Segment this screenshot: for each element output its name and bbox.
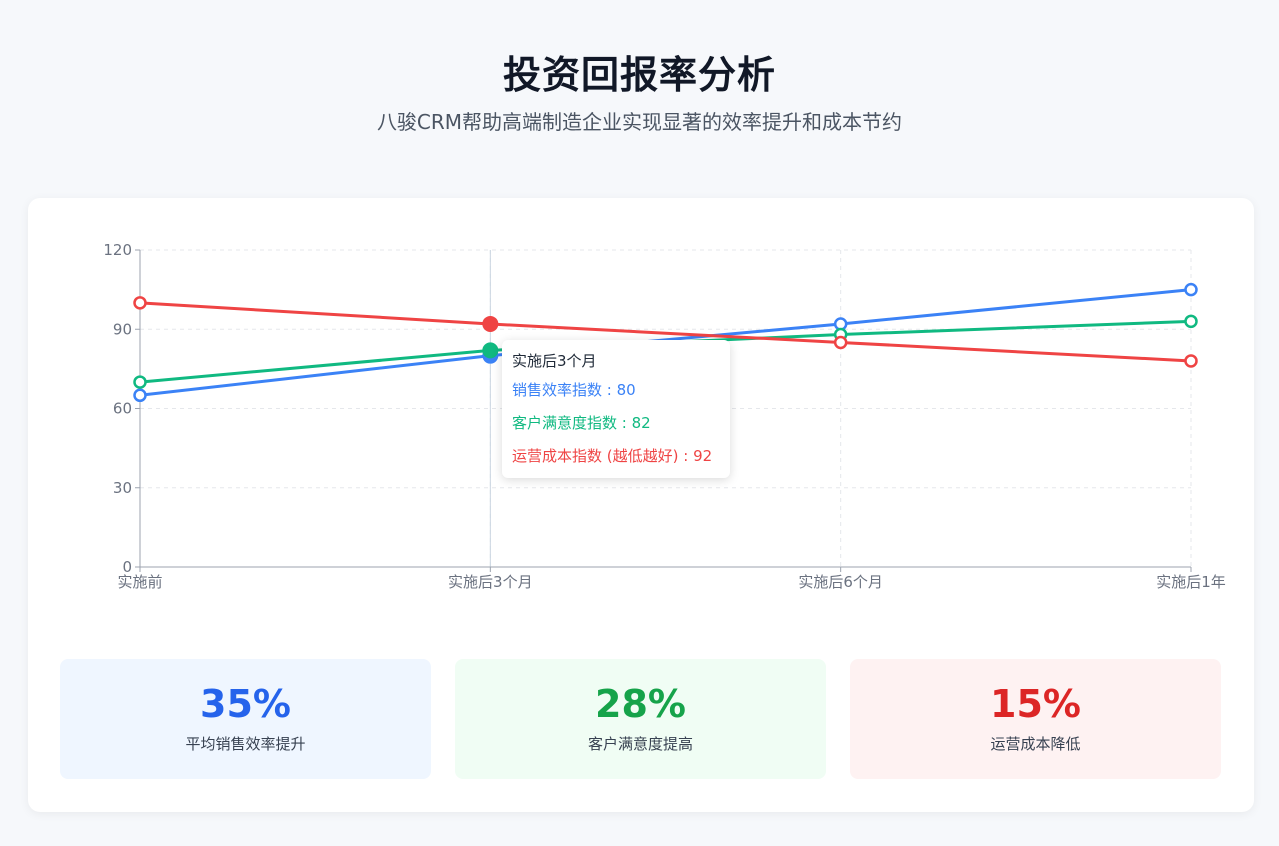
data-point: [133, 296, 147, 310]
chart-tooltip: 实施后3个月 销售效率指数 : 80 客户满意度指数 : 82 运营成本指数 (…: [502, 340, 730, 478]
y-tick-label: 60: [113, 400, 132, 418]
x-tick-label: 实施后1年: [1156, 573, 1226, 591]
stat-label-cost: 运营成本降低: [990, 735, 1081, 753]
y-tick-label: 30: [113, 479, 132, 497]
data-point: [133, 388, 147, 403]
data-point: [1184, 282, 1198, 297]
x-tick-label: 实施前: [117, 573, 162, 591]
series-line-0: [139, 288, 1192, 397]
series-line-2: [139, 301, 1192, 363]
data-point-active: [482, 315, 499, 332]
tooltip-row-satisfaction: 客户满意度指数 : 82: [512, 414, 651, 432]
stat-label-sales: 平均销售效率提升: [185, 735, 306, 753]
stat-value-sales: 35%: [200, 682, 291, 726]
data-point-active: [482, 342, 499, 359]
data-point: [833, 335, 848, 350]
page-subtitle: 八骏CRM帮助高端制造企业实现显著的效率提升和成本节约: [376, 110, 903, 134]
data-point: [1184, 314, 1198, 329]
page-title: 投资回报率分析: [502, 53, 776, 97]
tooltip-row-cost: 运营成本指数 (越低越好) : 92: [512, 447, 713, 465]
stat-value-satisfaction: 28%: [595, 682, 686, 726]
y-tick-label: 0: [122, 558, 132, 576]
data-point: [133, 375, 147, 389]
tooltip-title: 实施后3个月: [512, 352, 597, 370]
tooltip-row-sales: 销售效率指数 : 80: [512, 381, 636, 399]
y-tick-label: 90: [113, 320, 132, 338]
chart-card: 0 30 60 90 120 实施前 实施后3个月 实施后6个月 实施后1年 实施后3个月 销售…: [28, 198, 1254, 812]
stat-card-cost: 15% 运营成本降低: [850, 659, 1221, 779]
y-tick-label: 120: [103, 241, 132, 259]
stat-label-satisfaction: 客户满意度提高: [587, 735, 693, 753]
x-tick-label: 实施后3个月: [448, 573, 533, 591]
x-tick-label: 实施后6个月: [798, 573, 883, 591]
stat-value-cost: 15%: [990, 682, 1081, 726]
stat-card-satisfaction: 28% 客户满意度提高: [455, 659, 826, 779]
stat-card-sales: 35% 平均销售效率提升: [60, 659, 431, 779]
data-point: [1184, 354, 1198, 368]
